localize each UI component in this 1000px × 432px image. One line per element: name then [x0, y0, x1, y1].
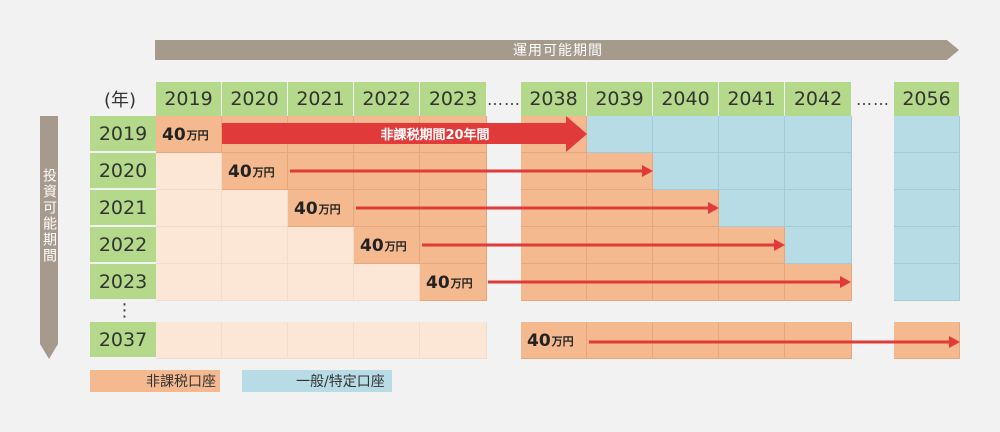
main-arrow-2019	[222, 116, 587, 152]
header-year-2056: 2056	[894, 82, 960, 116]
legend-swatch-nisa	[90, 370, 220, 392]
header-year-2023: 2023	[420, 82, 487, 116]
amount-value: 40	[527, 330, 551, 351]
grid-cell	[288, 227, 354, 264]
grid-cell	[156, 116, 222, 153]
header-year-2042: 2042	[785, 82, 852, 116]
operating-period-label: 運用可能期間	[513, 43, 603, 59]
grid-cell	[785, 190, 852, 227]
grid-cell	[894, 153, 960, 190]
grid-cell	[719, 190, 785, 227]
amount-value: 40	[426, 272, 450, 293]
grid-cell	[222, 264, 288, 301]
grid-cell	[222, 322, 288, 359]
header-year-2040: 2040	[653, 82, 719, 116]
arrow-row-2037	[589, 336, 960, 348]
header-year-2038: 2038	[521, 82, 587, 116]
grid-cell	[894, 264, 960, 301]
header-year-2039: 2039	[587, 82, 653, 116]
grid-cell	[719, 153, 785, 190]
grid-cell	[653, 116, 719, 153]
amount-label-2022: 40 万円	[354, 227, 420, 264]
grid-cell	[785, 116, 852, 153]
grid-cell	[222, 190, 288, 227]
grid-cell	[156, 322, 222, 359]
grid-cell	[894, 116, 960, 153]
grid-cell	[719, 116, 785, 153]
investment-period-label: 投資可能期間	[41, 168, 57, 264]
grid-cell	[354, 264, 420, 301]
legend-swatch-general	[242, 370, 392, 392]
arrow-row-2022	[422, 239, 785, 251]
grid-cell	[894, 190, 960, 227]
amount-unit: 万円	[450, 276, 473, 290]
grid-cell	[288, 322, 354, 359]
grid-cell	[785, 227, 852, 264]
amount-label-2037: 40 万円	[521, 322, 587, 359]
grid-cell	[894, 227, 960, 264]
amount-label-2021: 40 万円	[288, 190, 354, 227]
amount-unit: 万円	[551, 334, 574, 348]
amount-value: 40	[360, 235, 384, 256]
grid-cell	[156, 190, 222, 227]
amount-label-2023: 40 万円	[420, 264, 486, 301]
header-year-2020: 2020	[222, 82, 288, 116]
grid-cell	[156, 153, 222, 190]
row-year-2037: 2037	[90, 322, 156, 359]
operating-period-arrow	[155, 40, 959, 60]
arrow-row-2021	[356, 202, 719, 214]
investment-period-arrow	[40, 116, 58, 359]
row-year-2020: 2020	[90, 153, 156, 190]
grid-cell	[420, 322, 487, 359]
header-year-2019: 2019	[156, 82, 222, 116]
row-year-2023: 2023	[90, 264, 156, 301]
row-year-2021: 2021	[90, 190, 156, 227]
grid-cell	[288, 264, 354, 301]
amount-value: 40	[294, 198, 318, 219]
grid-cell	[587, 116, 653, 153]
grid-cell	[222, 227, 288, 264]
grid-cell	[354, 227, 420, 264]
grid-cell	[653, 153, 719, 190]
amount-unit: 万円	[252, 165, 275, 179]
header-ellipsis-2: ……	[856, 89, 890, 109]
grid-cell	[785, 153, 852, 190]
grid-cell	[156, 264, 222, 301]
main-arrow-label: 非課税期間20年間	[380, 127, 490, 143]
header-year-2041: 2041	[719, 82, 785, 116]
grid-cell	[354, 322, 420, 359]
amount-unit: 万円	[384, 239, 407, 253]
amount-label-2020: 40 万円	[222, 153, 288, 190]
amount-label-2019: 40 万円	[156, 116, 222, 153]
legend-label-general: 一般/特定口座	[296, 374, 385, 390]
amount-unit: 万円	[186, 128, 209, 142]
header-year-2021: 2021	[288, 82, 354, 116]
arrow-row-2020	[290, 165, 653, 177]
year-unit-label: (年)	[103, 90, 137, 111]
amount-value: 40	[228, 161, 252, 182]
row-year-2019: 2019	[90, 116, 156, 153]
arrow-row-2023	[488, 276, 851, 288]
grid-cell	[521, 322, 587, 359]
grid-cell	[156, 227, 222, 264]
legend-label-nisa: 非課税口座	[146, 374, 216, 390]
grid-cell	[288, 190, 354, 227]
amount-value: 40	[162, 124, 186, 145]
header-ellipsis-1: ……	[487, 89, 521, 109]
amount-unit: 万円	[318, 202, 341, 216]
grid-cell	[420, 264, 487, 301]
row-ellipsis: ⋮	[115, 299, 135, 321]
header-year-2022: 2022	[354, 82, 420, 116]
row-year-2022: 2022	[90, 227, 156, 264]
grid-cell	[222, 153, 288, 190]
